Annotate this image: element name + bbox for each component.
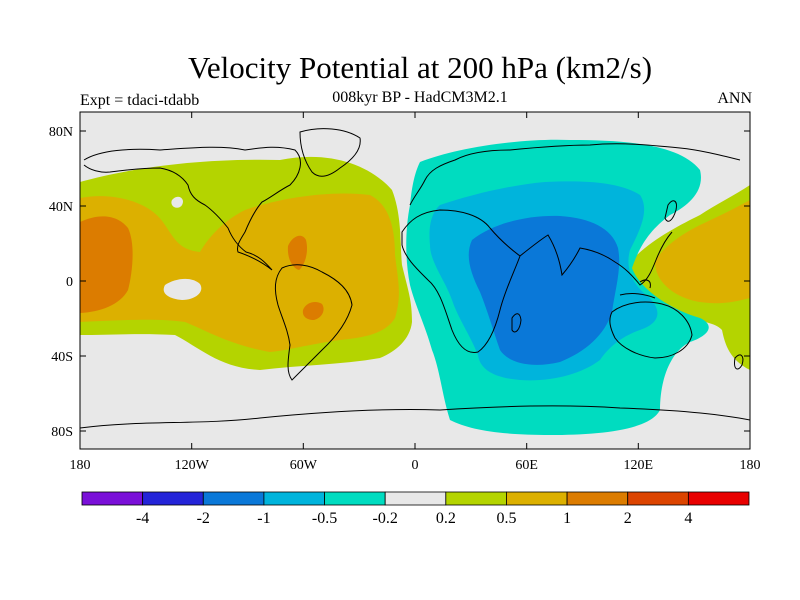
colorbar-label: 1 xyxy=(563,510,571,527)
lat-tick-label: 40N xyxy=(49,200,73,215)
colorbar-box xyxy=(142,491,204,506)
colorbar-label: -0.2 xyxy=(373,510,398,527)
colorbar-box xyxy=(445,491,507,506)
neutral-patch-pacific xyxy=(163,278,202,300)
coast-new-zealand xyxy=(734,354,744,370)
colorbar-box xyxy=(627,491,689,506)
lon-tick-label: 60E xyxy=(515,458,538,473)
plot-title: Velocity Potential at 200 hPa (km2/s) xyxy=(187,50,653,85)
coast-greenland xyxy=(299,128,361,177)
lon-tick-label: 120W xyxy=(175,458,210,473)
lat-tick-label: 40S xyxy=(51,350,73,365)
contour-positive-1c xyxy=(302,302,324,320)
coast-japan xyxy=(664,200,677,222)
colorbar-boxes xyxy=(81,491,750,506)
plot-subtitle: 008kyr BP - HadCM3M2.1 xyxy=(332,89,508,106)
contour-negative-1 xyxy=(468,215,620,365)
lon-tick-label: 180 xyxy=(740,458,761,473)
neutral-patch-npacific xyxy=(171,196,183,208)
coast-asia-south xyxy=(519,231,673,286)
colorbar-label: 0.2 xyxy=(436,510,456,527)
colorbar-box xyxy=(687,491,750,506)
coast-europe xyxy=(409,143,741,206)
lon-tick-label: 180 xyxy=(70,458,91,473)
coast-indonesia xyxy=(619,279,656,299)
experiment-label: Expt = tdaci-tdabb xyxy=(80,92,200,109)
colorbar-box xyxy=(506,491,568,506)
contour-positive-0.5-east xyxy=(655,200,750,304)
coast-north-america xyxy=(83,146,301,271)
colorbar-box xyxy=(566,491,629,506)
lon-tick-label: 120E xyxy=(624,458,654,473)
coastlines xyxy=(80,128,750,429)
colorbar-label: 4 xyxy=(684,510,692,527)
coast-australia xyxy=(609,301,693,359)
colorbar-label: 0.5 xyxy=(496,510,516,527)
coast-africa xyxy=(401,209,521,354)
contour-positive-1b xyxy=(287,235,308,270)
season-label: ANN xyxy=(717,90,752,107)
coast-antarctica xyxy=(80,405,750,429)
contour-positive-1 xyxy=(80,216,133,313)
coast-madagascar xyxy=(511,313,522,333)
coast-south-america xyxy=(274,264,353,381)
colorbar-box xyxy=(263,491,325,506)
colorbar-labels: -4 -2 -1 -0.5 -0.2 0.2 0.5 1 2 4 xyxy=(136,510,692,527)
colorbar-box xyxy=(81,491,144,506)
lon-tick-label: 0 xyxy=(412,458,419,473)
lat-tick-label: 80S xyxy=(51,425,73,440)
colorbar-label: -2 xyxy=(197,510,210,527)
lat-tick-label: 0 xyxy=(66,275,73,290)
colorbar-box xyxy=(202,491,265,506)
lon-tick-label: 60W xyxy=(290,458,318,473)
colorbar-box xyxy=(324,491,386,506)
colorbar-label: -0.5 xyxy=(312,510,337,527)
colorbar-label: -4 xyxy=(136,510,149,527)
colorbar-box xyxy=(384,491,447,506)
latitude-axis: 80N 40N 0 40S 80S xyxy=(49,125,750,440)
colorbar-label: 2 xyxy=(624,510,632,527)
colorbar-label: -1 xyxy=(257,510,270,527)
longitude-axis: 180 120W 60W 0 60E 120E 180 xyxy=(70,112,761,473)
lat-tick-label: 80N xyxy=(49,125,73,140)
